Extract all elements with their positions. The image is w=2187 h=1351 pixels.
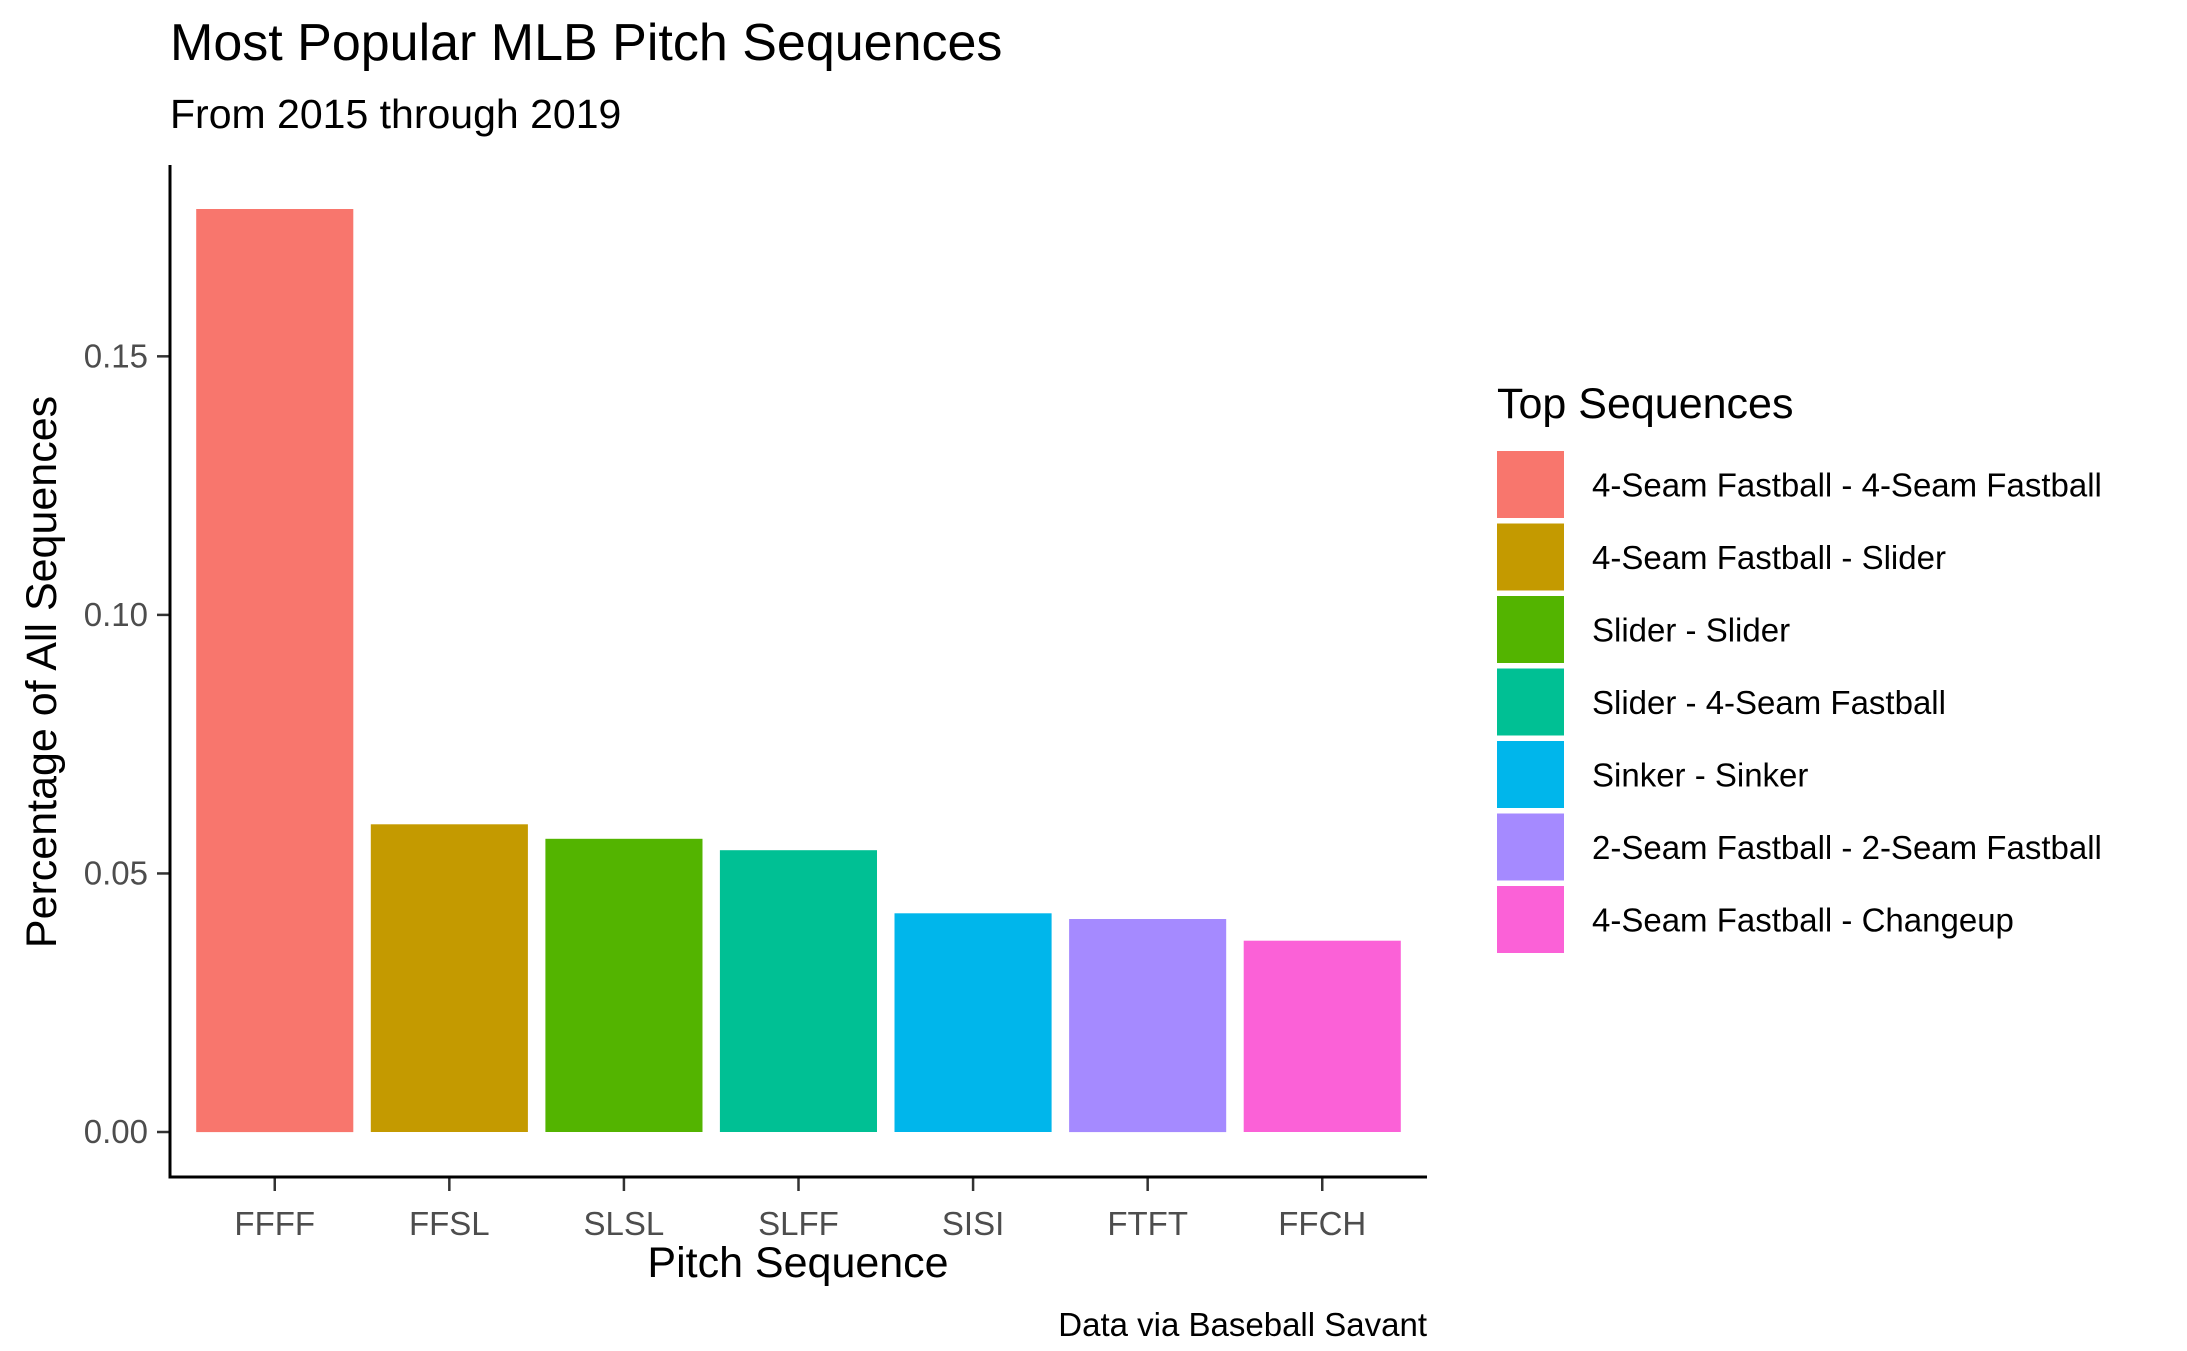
legend-items: 4-Seam Fastball - 4-Seam Fastball 4-Seam … [1497, 451, 2102, 953]
legend-key [1497, 596, 1564, 663]
y-axis-title: Percentage of All Sequences [18, 396, 66, 948]
y-ticks-layer: 0.00 0.05 0.10 0.15 [84, 337, 169, 1150]
y-tick-label: 0.15 [84, 337, 148, 374]
bar-ffsl [370, 824, 528, 1132]
x-tick-label: FFFF [234, 1205, 315, 1242]
legend-label: 4-Seam Fastball - Slider [1592, 539, 1946, 576]
bar-slff [719, 850, 877, 1132]
legend-label: Slider - 4-Seam Fastball [1592, 684, 1946, 721]
x-ticks-layer: FFFF FFSL SLSL SLFF SISI FTFT FFCH [234, 1178, 1366, 1242]
x-axis-title: Pitch Sequence [647, 1239, 948, 1287]
x-tick-label: SLFF [758, 1205, 839, 1242]
legend-key [1497, 451, 1564, 518]
legend-key [1497, 668, 1564, 736]
x-tick-label: FFCH [1278, 1205, 1366, 1242]
legend-label: 4-Seam Fastball - 4-Seam Fastball [1592, 467, 2102, 504]
legend-label: Sinker - Sinker [1592, 757, 1808, 794]
x-tick-label: SISI [942, 1205, 1004, 1242]
legend-key [1497, 886, 1564, 953]
x-tick-label: FFSL [409, 1205, 490, 1242]
bar-ffch [1243, 940, 1401, 1132]
bar-sisi [894, 913, 1052, 1132]
bar-ffff [196, 209, 354, 1133]
x-tick-label: FTFT [1107, 1205, 1188, 1242]
chart-subtitle: From 2015 through 2019 [170, 91, 621, 137]
bar-slsl [545, 838, 703, 1132]
x-tick-label: SLSL [584, 1205, 665, 1242]
bar-ftft [1069, 919, 1227, 1133]
legend: Top Sequences 4-Seam Fastball - 4-Seam F… [1497, 380, 2102, 953]
chart-title: Most Popular MLB Pitch Sequences [170, 14, 1002, 72]
y-tick-label: 0.00 [84, 1113, 148, 1150]
legend-label: 2-Seam Fastball - 2-Seam Fastball [1592, 829, 2102, 866]
legend-label: Slider - Slider [1592, 612, 1790, 649]
legend-key [1497, 741, 1564, 808]
legend-title: Top Sequences [1497, 380, 1793, 428]
chart-caption: Data via Baseball Savant [1058, 1306, 1427, 1343]
y-tick-label: 0.10 [84, 596, 148, 633]
bars-layer [196, 209, 1401, 1133]
legend-key [1497, 523, 1564, 591]
y-tick-label: 0.05 [84, 854, 148, 891]
legend-key [1497, 813, 1564, 881]
legend-label: 4-Seam Fastball - Changeup [1592, 902, 2014, 939]
